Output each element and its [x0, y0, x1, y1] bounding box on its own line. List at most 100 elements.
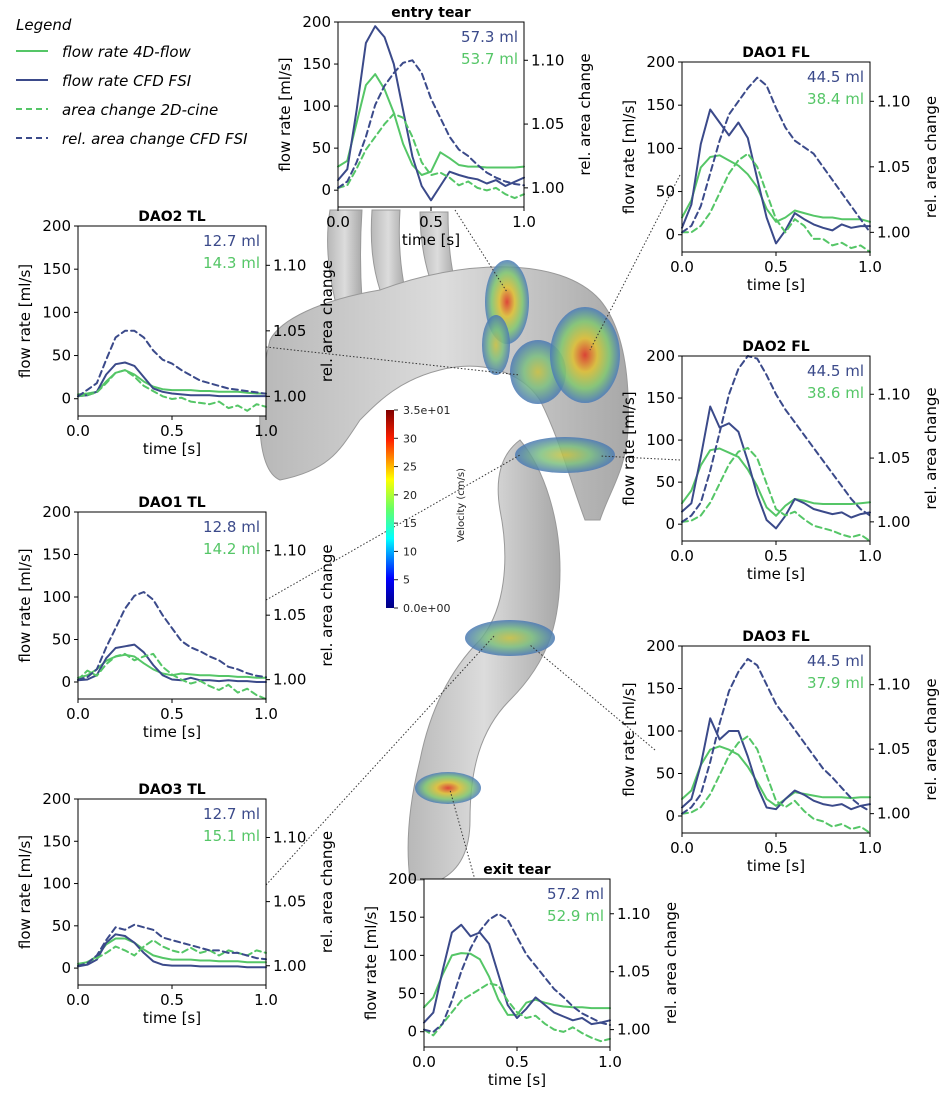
aorta-branch: [370, 209, 406, 291]
y2-axis-label: rel. area change: [922, 96, 940, 218]
series-line: [77, 369, 267, 396]
y2-tick-label: 1.05: [273, 322, 306, 340]
chart-panel: DAO1 TL 12.8 ml 14.2 ml 0.0 0.5 1.0 time [s] 0 5…: [16, 495, 336, 741]
chart-title: exit tear: [483, 862, 551, 878]
y-tick-label: 0: [665, 226, 675, 244]
x-tick-label: 0.0: [670, 258, 694, 276]
chart-plot-background: [78, 226, 266, 416]
y-tick-label: 200: [646, 53, 675, 71]
x-tick-label: 0.5: [764, 258, 788, 276]
y-axis-label: flow rate [ml/s]: [620, 391, 638, 505]
x-tick-label: 1.0: [858, 547, 882, 565]
series-line: [77, 933, 267, 969]
volume-label-fsi: 57.2 ml: [547, 885, 604, 903]
x-tick-label: 1.0: [858, 258, 882, 276]
chart-panel: DAO3 FL 44.5 ml 37.9 ml 0.0 0.5 1.0 time [s] 0 5…: [620, 629, 940, 875]
x-tick-label: 0.5: [764, 547, 788, 565]
y-axis-label: flow rate [ml/s]: [276, 57, 294, 171]
volume-label-4dflow: 53.7 ml: [461, 50, 518, 68]
chart-panel: entry tear 57.3 ml 53.7 ml 0.0 0.5 1.0 time [s…: [276, 5, 594, 249]
colorbar: 3.5e+01 30 25 20 15 10 5 0.0e+00 Velocity (cm/s…: [386, 404, 467, 615]
y-tick-label: 50: [656, 183, 675, 201]
series-line: [77, 937, 267, 965]
y2-tick-label: 1.00: [531, 179, 564, 197]
x-tick-label: 0.5: [419, 213, 443, 231]
series-line: [681, 76, 871, 234]
velocity-slice: [465, 620, 555, 656]
x-tick-label: 0.5: [160, 705, 184, 723]
chart-title: DAO2 FL: [742, 339, 810, 355]
aorta-model: [259, 209, 629, 881]
y2-tick-label: 1.00: [877, 805, 910, 823]
series-line: [337, 73, 525, 176]
chart-panel: DAO1 FL 44.5 ml 38.4 ml 0.0 0.5 1.0 time [s] 0 5…: [620, 45, 940, 294]
series-line: [337, 59, 525, 189]
y-tick-label: 200: [646, 637, 675, 655]
y-axis-label: flow rate [ml/s]: [16, 548, 34, 662]
colorbar-gradient: [386, 410, 394, 608]
legend-entry-label: area change 2D-cine: [62, 101, 218, 119]
legend-entry-label: flow rate CFD FSI: [62, 72, 192, 90]
chart-title: entry tear: [391, 5, 471, 21]
series-line: [681, 152, 871, 253]
aorta-ascending: [259, 266, 629, 521]
x-tick-label: 1.0: [254, 991, 278, 1009]
y-axis-label: flow rate [ml/s]: [362, 906, 380, 1020]
y2-tick-label: 1.05: [877, 158, 910, 176]
volume-label-fsi: 12.7 ml: [203, 805, 260, 823]
connector-line: [449, 789, 476, 881]
x-axis-label: time [s]: [747, 857, 805, 875]
y-tick-label: 100: [42, 588, 71, 606]
y-tick-label: 150: [646, 680, 675, 698]
y2-tick-label: 1.05: [273, 893, 306, 911]
series-line: [77, 591, 267, 681]
x-axis-label: time [s]: [747, 565, 805, 583]
x-tick-label: 0.5: [160, 422, 184, 440]
volume-label-4dflow: 15.1 ml: [203, 827, 260, 845]
series-line: [681, 447, 871, 517]
volume-label-4dflow: 14.2 ml: [203, 540, 260, 558]
x-tick-label: 0.0: [670, 839, 694, 857]
chart-plot-background: [424, 879, 610, 1047]
chart-title: DAO2 TL: [138, 209, 206, 225]
x-axis-label: time [s]: [488, 1071, 546, 1089]
y-tick-label: 200: [42, 503, 71, 521]
volume-label-4dflow: 38.6 ml: [807, 384, 864, 402]
connector-lines: [265, 174, 681, 886]
chart-plot-background: [682, 646, 870, 833]
y2-axis-label: rel. area change: [318, 831, 336, 953]
colorbar-tick-label: 20: [403, 489, 417, 502]
volume-label-4dflow: 37.9 ml: [807, 674, 864, 692]
y-tick-label: 100: [646, 431, 675, 449]
velocity-slice: [482, 315, 510, 375]
y2-axis-label: rel. area change: [318, 260, 336, 382]
y-tick-label: 0: [321, 181, 331, 199]
y2-axis-label: rel. area change: [922, 387, 940, 509]
x-tick-label: 0.5: [764, 839, 788, 857]
connector-line: [529, 644, 656, 751]
chart-title: DAO3 TL: [138, 782, 206, 798]
volume-label-fsi: 12.8 ml: [203, 518, 260, 536]
y-tick-label: 100: [42, 875, 71, 893]
series-line: [77, 361, 267, 398]
chart-plot-background: [78, 799, 266, 985]
y2-tick-label: 1.05: [877, 449, 910, 467]
y2-tick-label: 1.05: [617, 963, 650, 981]
y2-axis-label: rel. area change: [576, 53, 594, 175]
x-tick-label: 0.0: [66, 991, 90, 1009]
y-tick-label: 150: [388, 908, 417, 926]
volume-label-4dflow: 52.9 ml: [547, 907, 604, 925]
y-tick-label: 0: [61, 673, 71, 691]
y-tick-label: 100: [646, 139, 675, 157]
colorbar-tick-label: 15: [403, 517, 417, 530]
y-tick-label: 50: [312, 139, 331, 157]
colorbar-tick-label: 30: [403, 432, 417, 445]
x-axis-label: time [s]: [143, 723, 201, 741]
x-tick-label: 0.5: [505, 1053, 529, 1071]
series-line: [77, 939, 267, 967]
colorbar-tick-label: 25: [403, 461, 417, 474]
y2-tick-label: 1.10: [877, 676, 910, 694]
y-tick-label: 200: [646, 347, 675, 365]
volume-label-fsi: 44.5 ml: [807, 652, 864, 670]
y-tick-label: 50: [52, 347, 71, 365]
